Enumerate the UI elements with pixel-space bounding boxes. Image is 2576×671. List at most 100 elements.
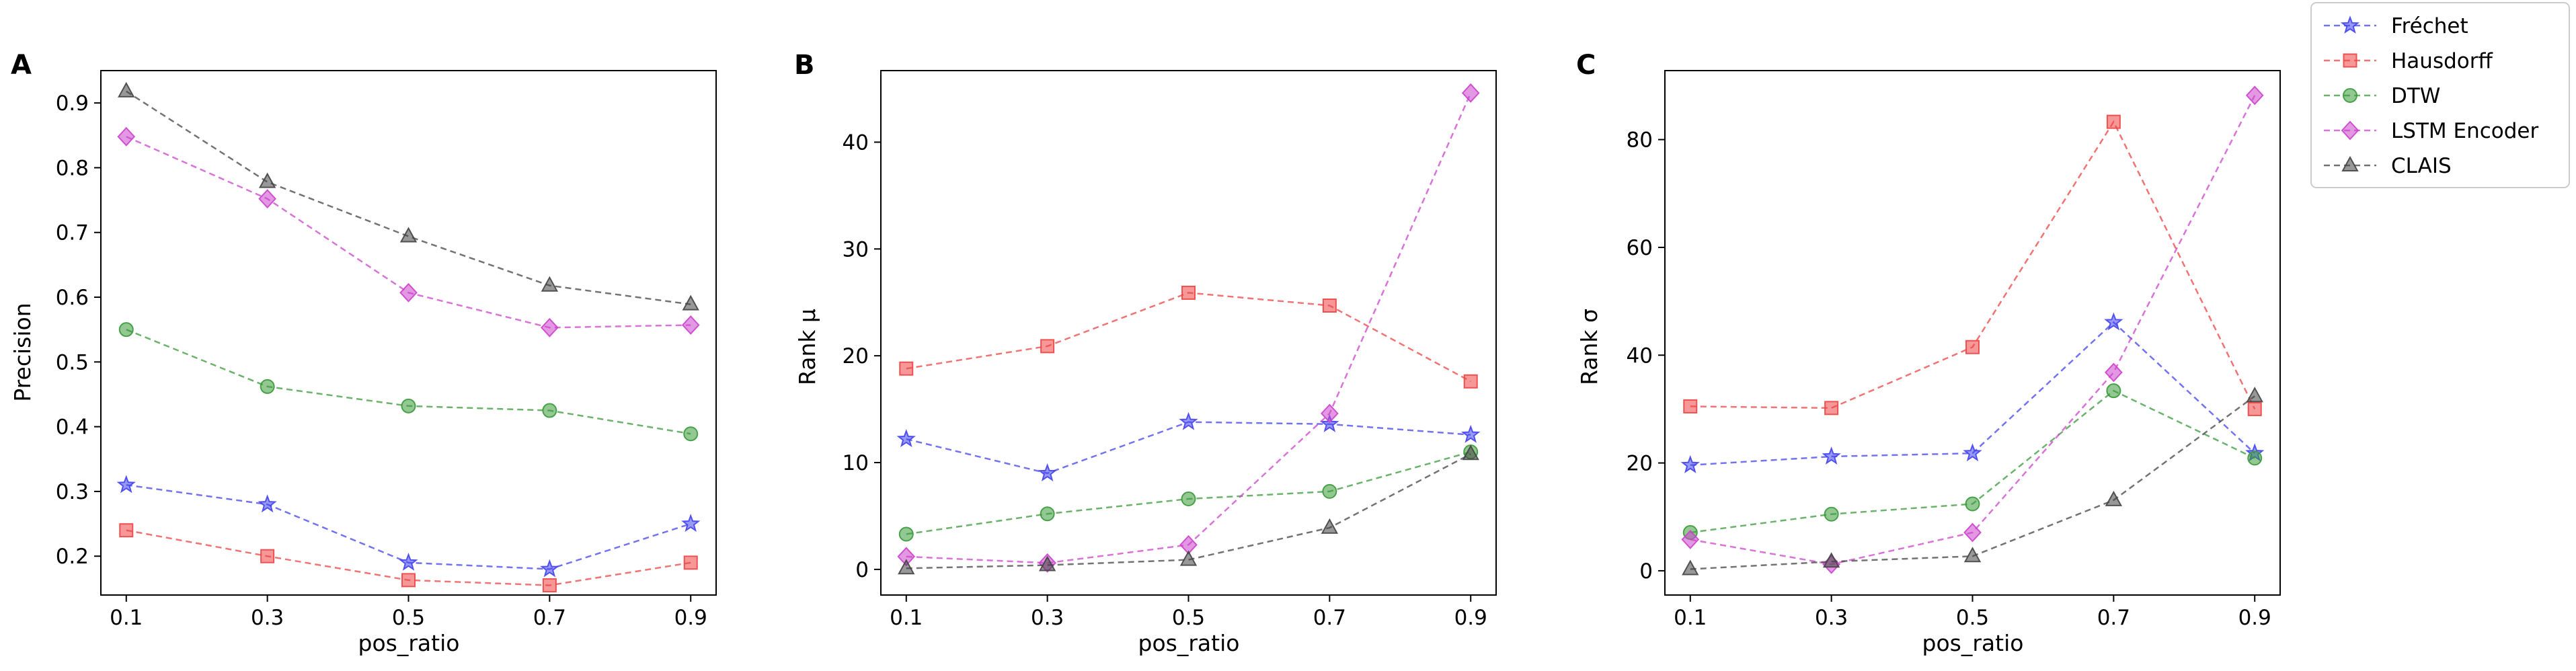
- marker-frechet-a: [116, 475, 136, 494]
- y-tick-label-a: 0.7: [56, 221, 89, 245]
- legend-marker-lstm-encoder: [2341, 120, 2359, 141]
- x-tick-label-b: 0.3: [1031, 606, 1064, 630]
- marker-hausdorff-c: [2106, 114, 2121, 129]
- x-tick-label-a: 0.1: [110, 606, 143, 630]
- marker-dtw-a: [118, 322, 134, 338]
- marker-dtw-c: [2247, 450, 2263, 466]
- marker-lstm-encoder-a: [117, 126, 136, 147]
- marker-frechet-b: [1461, 424, 1481, 443]
- legend-marker-hausdorff: [2343, 53, 2357, 68]
- x-tick-label-c: 0.3: [1815, 606, 1848, 630]
- x-tick-label-a: 0.9: [674, 606, 707, 630]
- xlabel-c: pos_ratio: [1922, 630, 2024, 656]
- axes-frame-c: [1664, 70, 2281, 596]
- marker-hausdorff-c: [1965, 340, 1980, 354]
- y-tick-label-b: 10: [843, 451, 869, 475]
- legend-label-dtw: DTW: [2391, 84, 2440, 108]
- plot-area-b: 0.1 0.3 0.5 0.7 0.9 0 10 20 30 40: [843, 70, 1497, 630]
- legend-entry-clais: CLAIS: [2324, 154, 2452, 178]
- y-tick-label-a: 0.9: [56, 91, 89, 116]
- marker-clais-a: [399, 227, 418, 243]
- x-tick-label-a: 0.5: [392, 606, 425, 630]
- marker-hausdorff-c: [2247, 401, 2262, 416]
- plot-area-a: 0.1 0.3 0.5 0.7 0.9 0.2 0.3 0.4 0.5 0.6 0.7 0.8 0.9: [56, 70, 717, 630]
- panel-a: A 0.1 0.3 0.5 0.7 0.90.20.30.40.50.60.70.80.…: [9, 50, 717, 656]
- series-frechet-a: [116, 475, 701, 578]
- marker-frechet-c: [1680, 455, 1700, 473]
- legend-marker-dtw: [2343, 88, 2357, 103]
- legend-label-lstm-encoder: LSTM Encoder: [2391, 119, 2538, 143]
- marker-clais-b: [1038, 555, 1056, 571]
- marker-lstm-encoder-a: [541, 317, 559, 338]
- marker-hausdorff-b: [1322, 298, 1337, 313]
- y-tick-label-c: 0: [1639, 559, 1653, 584]
- marker-clais-a: [682, 294, 699, 311]
- marker-dtw-b: [1322, 483, 1337, 499]
- panel-label-c: C: [1576, 50, 1596, 81]
- y-tick-label-c: 60: [1627, 236, 1653, 260]
- x-tick-label-b: 0.7: [1313, 606, 1346, 630]
- series-hausdorff-b: [899, 285, 1478, 389]
- marker-frechet-b: [1038, 463, 1057, 481]
- marker-hausdorff-a: [260, 549, 275, 563]
- marker-clais-b: [1462, 444, 1479, 461]
- marker-dtw-a: [260, 379, 275, 394]
- marker-hausdorff-c: [1824, 401, 1839, 416]
- xlabel-a: pos_ratio: [358, 630, 460, 656]
- marker-clais-c: [2105, 490, 2123, 506]
- marker-lstm-encoder-b: [1461, 83, 1480, 103]
- marker-hausdorff-b: [899, 361, 914, 376]
- marker-frechet-a: [258, 494, 277, 513]
- legend-marker-frechet: [2340, 15, 2360, 34]
- marker-clais-a: [541, 276, 559, 292]
- y-tick-label-a: 0.6: [56, 286, 89, 310]
- y-tick-label-c: 80: [1627, 128, 1653, 153]
- marker-hausdorff-a: [401, 573, 416, 588]
- marker-lstm-encoder-c: [2245, 85, 2264, 106]
- marker-clais-c: [2246, 387, 2263, 403]
- marker-frechet-b: [896, 429, 916, 448]
- marker-lstm-encoder-c: [1963, 522, 1982, 543]
- series-hausdorff-a: [119, 523, 698, 593]
- legend-entry-lstm-encoder: LSTM Encoder: [2324, 119, 2538, 143]
- marker-hausdorff-b: [1181, 285, 1196, 300]
- panel-b: B 0.1 0.3 0.5 0.7 0.9 0 10 20 30 40 pos_ratio Ran…: [794, 50, 1497, 656]
- legend-label-clais: CLAIS: [2391, 154, 2452, 178]
- series-line-clais-c: [1690, 395, 2255, 570]
- y-tick-label-b: 30: [843, 237, 869, 262]
- x-tick-label-b: 0.1: [890, 606, 923, 630]
- marker-lstm-encoder-a: [681, 315, 700, 335]
- series-line-dtw-a: [126, 329, 691, 435]
- legend-label-hausdorff: Hausdorff: [2391, 49, 2493, 73]
- marker-lstm-encoder-b: [1321, 403, 1339, 424]
- marker-frechet-c: [2104, 312, 2123, 331]
- marker-hausdorff-b: [1040, 339, 1055, 354]
- series-lstm-encoder-c: [1681, 85, 2264, 574]
- y-tick-label-a: 0.5: [56, 350, 89, 374]
- x-tick-label-c: 0.5: [1956, 606, 1989, 630]
- series-dtw-b: [898, 444, 1479, 542]
- marker-hausdorff-b: [1463, 374, 1478, 389]
- series-line-clais-b: [906, 453, 1471, 569]
- series-clais-b: [898, 444, 1479, 575]
- y-tick-label-c: 20: [1627, 452, 1653, 476]
- series-line-hausdorff-b: [906, 292, 1471, 383]
- marker-dtw-b: [1181, 491, 1196, 507]
- marker-hausdorff-a: [542, 578, 557, 593]
- x-tick-label-c: 0.7: [2097, 606, 2130, 630]
- marker-clais-b: [898, 559, 915, 575]
- series-clais-c: [1682, 387, 2263, 576]
- x-tick-label-b: 0.9: [1454, 606, 1487, 630]
- marker-dtw-b: [1040, 506, 1055, 522]
- marker-dtw-c: [1965, 496, 1980, 512]
- series-dtw-c: [1682, 383, 2263, 541]
- series-hausdorff-c: [1683, 114, 2262, 416]
- series-line-frechet-b: [906, 421, 1471, 475]
- marker-frechet-a: [681, 514, 701, 532]
- panel-label-a: A: [11, 50, 32, 81]
- series-frechet-c: [1680, 312, 2265, 473]
- series-line-hausdorff-c: [1690, 120, 2256, 409]
- marker-clais-b: [1321, 518, 1339, 534]
- marker-clais-a: [258, 172, 276, 188]
